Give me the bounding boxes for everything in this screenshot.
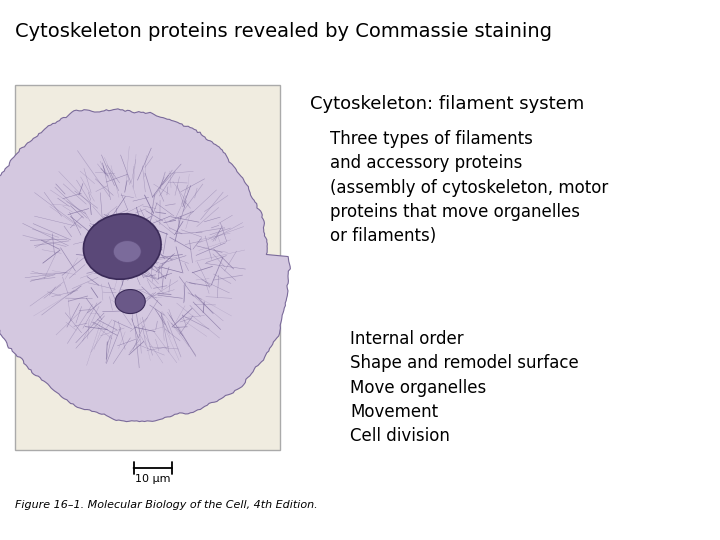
Text: Cytoskeleton proteins revealed by Commassie staining: Cytoskeleton proteins revealed by Commas… [15, 22, 552, 41]
Text: Three types of filaments
and accessory proteins
(assembly of cytoskeleton, motor: Three types of filaments and accessory p… [330, 130, 608, 245]
Ellipse shape [113, 240, 141, 262]
Text: Figure 16–1. Molecular Biology of the Cell, 4th Edition.: Figure 16–1. Molecular Biology of the Ce… [15, 500, 318, 510]
Polygon shape [0, 109, 290, 422]
Ellipse shape [115, 289, 145, 314]
Text: Internal order
Shape and remodel surface
Move organelles
Movement
Cell division: Internal order Shape and remodel surface… [350, 330, 579, 445]
Text: Cytoskeleton: filament system: Cytoskeleton: filament system [310, 95, 584, 113]
Text: 10 μm: 10 μm [135, 474, 171, 484]
Ellipse shape [84, 214, 161, 279]
Bar [15, 85, 280, 450]
